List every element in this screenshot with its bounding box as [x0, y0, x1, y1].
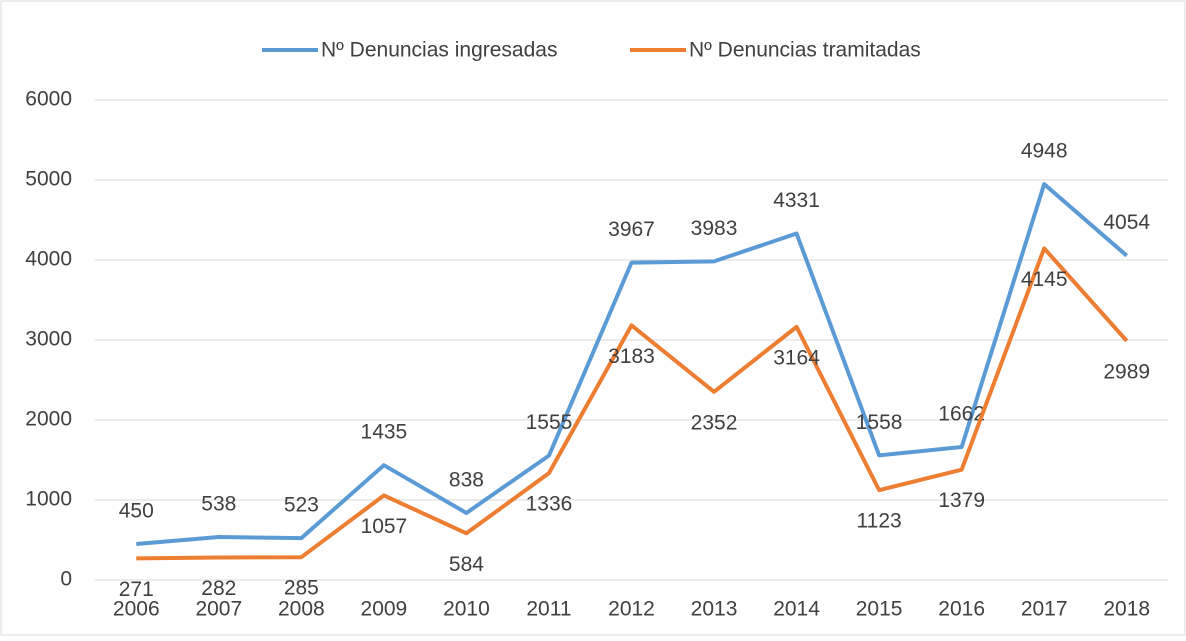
y-tick-label: 4000 [25, 248, 72, 271]
x-tick-label: 2010 [443, 598, 490, 621]
data-label: 271 [119, 578, 154, 601]
data-label: 2352 [691, 411, 738, 434]
data-label: 523 [284, 494, 319, 517]
y-tick-label: 6000 [25, 88, 72, 111]
data-label: 285 [284, 577, 319, 600]
x-tick-label: 2013 [691, 598, 738, 621]
data-label: 282 [201, 577, 236, 600]
data-label: 1123 [857, 510, 902, 533]
data-label: 1379 [938, 489, 985, 512]
x-tick-label: 2008 [278, 598, 325, 621]
x-tick-label: 2018 [1103, 598, 1150, 621]
data-label: 4145 [1021, 268, 1068, 291]
data-label: 4331 [773, 189, 820, 212]
data-label: 1555 [526, 411, 573, 434]
data-label: 3183 [608, 345, 655, 368]
data-label: 1558 [856, 411, 903, 434]
y-tick-label: 0 [60, 568, 72, 591]
y-tick-label: 3000 [25, 328, 72, 351]
x-tick-label: 2014 [773, 598, 820, 621]
x-tick-label: 2012 [608, 598, 655, 621]
data-label: 838 [449, 469, 484, 492]
data-label: 1435 [361, 421, 408, 444]
data-label: 450 [119, 500, 154, 523]
y-tick-label: 5000 [25, 168, 72, 191]
x-tick-label: 2011 [526, 598, 571, 621]
x-tick-label: 2009 [361, 598, 408, 621]
y-tick-label: 2000 [25, 408, 72, 431]
series-line [136, 246, 1129, 561]
data-label: 3983 [691, 217, 738, 240]
data-label: 3164 [773, 346, 820, 369]
x-tick-label: 2007 [195, 598, 242, 621]
legend-label: Nº Denuncias ingresadas [321, 39, 557, 62]
x-tick-label: 2017 [1021, 598, 1068, 621]
legend-label: Nº Denuncias tramitadas [689, 39, 921, 62]
y-tick-label: 1000 [25, 488, 72, 511]
data-label: 1336 [526, 493, 573, 516]
series-line [136, 182, 1129, 546]
x-tick-label: 2016 [938, 598, 985, 621]
data-label: 1057 [361, 515, 408, 538]
data-label: 538 [201, 493, 236, 516]
data-label: 1662 [938, 403, 985, 426]
x-tick-label: 2006 [113, 598, 160, 621]
data-label: 4948 [1021, 140, 1068, 163]
data-label: 4054 [1103, 211, 1150, 234]
data-label: 584 [449, 553, 484, 576]
x-tick-label: 2015 [856, 598, 903, 621]
data-label: 2989 [1103, 360, 1150, 383]
data-label: 3967 [608, 218, 655, 241]
